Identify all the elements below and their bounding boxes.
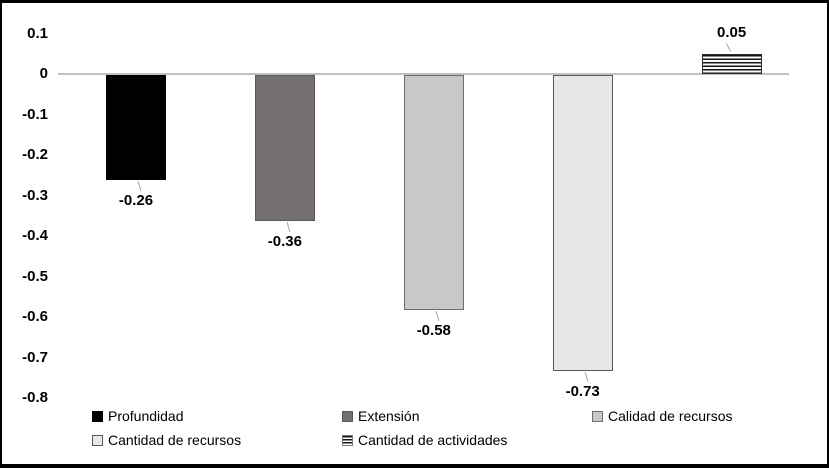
y-tick-label: -0.1 <box>22 105 48 123</box>
legend-label: Calidad de recursos <box>608 408 733 424</box>
bar-value-label: -0.73 <box>565 383 600 400</box>
y-tick-label: -0.7 <box>22 348 48 366</box>
legend-label: Profundidad <box>108 408 184 424</box>
y-tick-label: 0.1 <box>27 24 48 42</box>
y-tick-label: -0.8 <box>22 389 48 406</box>
label-leader-line <box>435 311 440 321</box>
label-leader-line <box>584 372 589 382</box>
bar-value-label: -0.26 <box>118 192 154 209</box>
legend-swatch-icon <box>592 411 603 422</box>
bar-extensi-n <box>254 75 315 221</box>
y-tick-label: -0.6 <box>22 308 48 325</box>
legend-label: Cantidad de actividades <box>358 432 508 448</box>
legend-item-calidad-de-recursos: Calidad de recursos <box>592 408 733 424</box>
legend-item-cantidad-de-recursos: Cantidad de recursos <box>92 432 241 448</box>
bar-value-label: -0.36 <box>267 233 302 250</box>
y-tick-label: -0.2 <box>22 146 48 163</box>
legend-swatch-icon <box>92 435 103 446</box>
legend-label: Extensión <box>358 408 420 424</box>
legend-item-cantidad-de-actividades: Cantidad de actividades <box>342 432 507 448</box>
bar-cantidad-de-actividades <box>701 54 762 74</box>
bar-value-label: -0.58 <box>416 322 451 339</box>
label-leader-line <box>137 181 142 191</box>
legend-swatch-icon <box>92 411 103 422</box>
y-tick-label: -0.3 <box>22 186 48 204</box>
y-tick-label: -0.4 <box>22 227 48 244</box>
legend-swatch-icon <box>342 411 353 422</box>
y-tick-label: -0.5 <box>22 267 48 285</box>
bar-cantidad-de-recursos <box>552 75 613 371</box>
legend-item-extensi-n: Extensión <box>342 408 419 424</box>
bar-value-label: 0.05 <box>716 24 747 41</box>
bar-profundidad <box>106 75 166 180</box>
y-tick-label: 0 <box>39 65 48 82</box>
legend-swatch-icon <box>342 435 353 446</box>
zero-baseline <box>58 73 789 75</box>
legend-item-profundidad: Profundidad <box>92 408 184 424</box>
label-leader-line <box>286 222 291 232</box>
legend-label: Cantidad de recursos <box>108 432 242 448</box>
bar-calidad-de-recursos <box>403 75 464 310</box>
label-leader-line <box>725 43 731 52</box>
